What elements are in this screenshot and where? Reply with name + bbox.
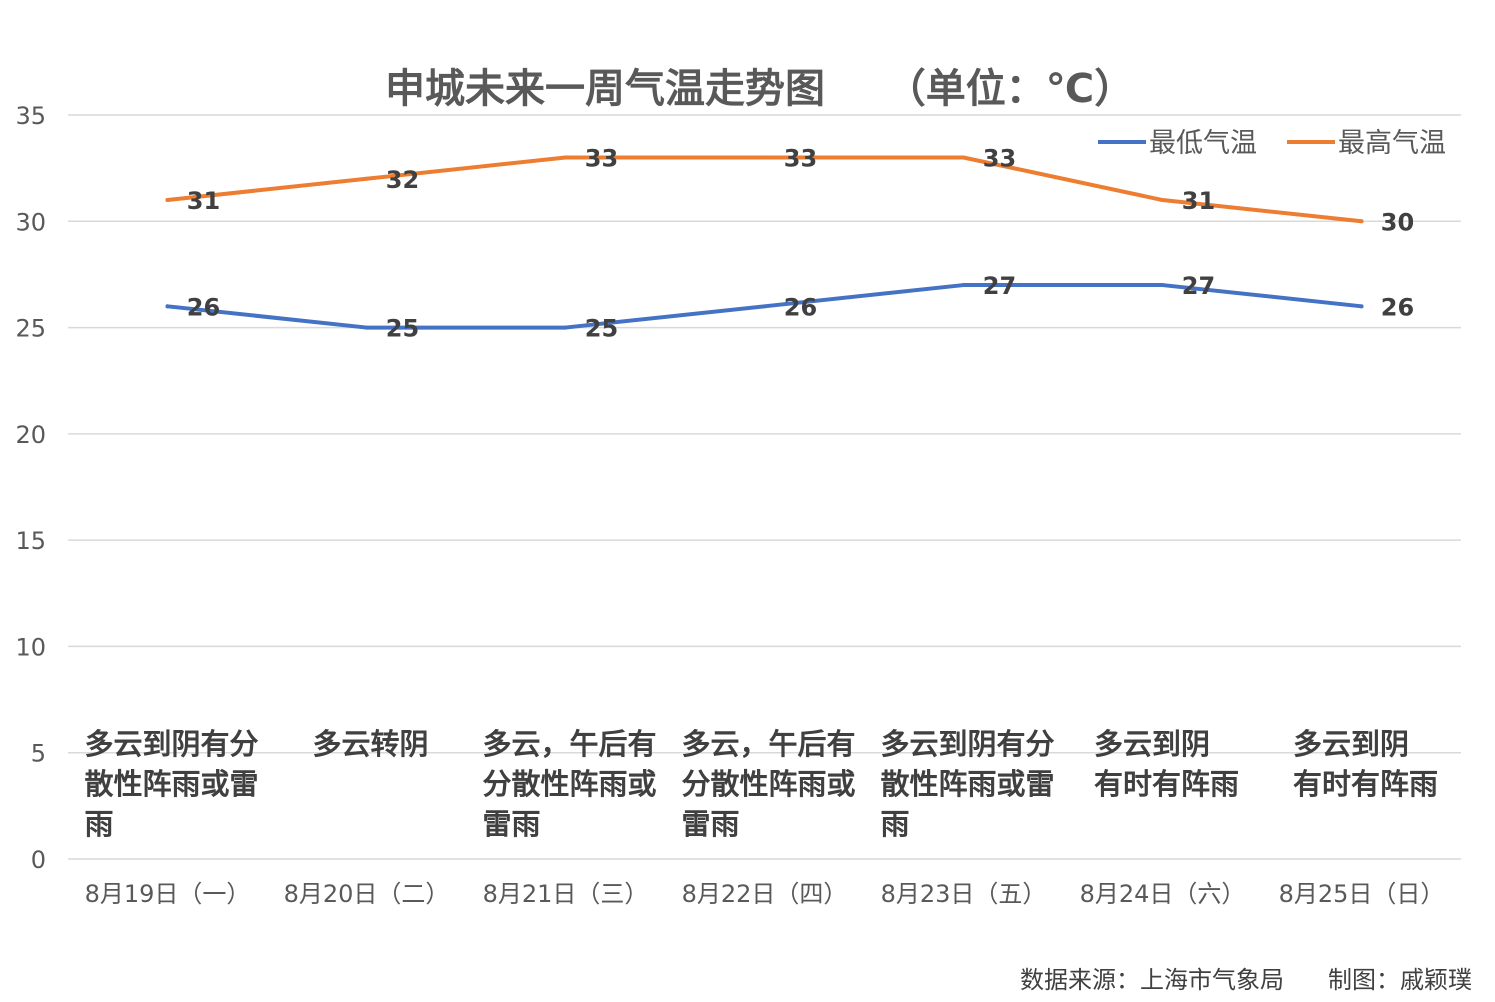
gridlines (68, 114, 1461, 860)
y-tick-label: 25 (15, 315, 46, 343)
data-label: 33 (983, 145, 1016, 173)
y-axis-ticks: 0 5 10 15 20 25 30 35 (15, 102, 46, 874)
x-tick-label: 8月20日（二） (284, 880, 450, 908)
data-point (762, 155, 767, 160)
data-point (1160, 283, 1165, 288)
data-label: 32 (386, 166, 419, 194)
legend-label-max: 最高气温 (1338, 128, 1446, 159)
data-label: 26 (784, 293, 817, 321)
x-tick-label: 8月25日（日） (1279, 880, 1445, 908)
data-label: 27 (1182, 272, 1215, 300)
weather-note: 雷雨 (483, 807, 541, 841)
weather-note: 多云，午后有 (483, 727, 657, 761)
x-tick-label: 8月22日（四） (682, 880, 848, 908)
chart-title-unit: （单位：℃） (886, 66, 1134, 112)
weather-note: 多云到阴有分 (881, 727, 1055, 761)
y-tick-label: 30 (15, 208, 46, 236)
data-point (165, 304, 170, 309)
weather-note: 多云，午后有 (682, 727, 856, 761)
data-point (165, 198, 170, 203)
x-tick-label: 8月19日（一） (85, 880, 251, 908)
weather-note: 雨 (881, 807, 910, 841)
chart-title: 申城未来一周气温走势图 (385, 66, 825, 112)
data-label: 25 (386, 315, 419, 343)
weather-note: 多云到阴 (1094, 727, 1210, 761)
weather-note: 多云转阴 (313, 727, 429, 761)
x-tick-label: 8月24日（六） (1080, 880, 1246, 908)
weather-note: 多云到阴 (1293, 727, 1409, 761)
data-point (563, 325, 568, 330)
weather-note: 散性阵雨或雷 (85, 767, 259, 801)
data-label: 30 (1381, 208, 1414, 236)
weather-note: 雨 (85, 807, 114, 841)
data-source: 数据来源：上海市气象局 (1020, 966, 1284, 994)
data-label: 26 (187, 293, 220, 321)
data-point (1160, 198, 1165, 203)
data-label: 33 (585, 145, 618, 173)
data-point (961, 155, 966, 160)
x-tick-label: 8月21日（三） (483, 880, 649, 908)
data-label: 31 (187, 187, 220, 215)
legend: 最低气温 最高气温 (1098, 128, 1446, 159)
y-tick-label: 15 (15, 527, 46, 555)
y-tick-label: 10 (15, 633, 46, 661)
weather-note: 雷雨 (682, 807, 740, 841)
data-label: 26 (1381, 293, 1414, 321)
data-point (1359, 219, 1364, 224)
data-point (961, 283, 966, 288)
data-label: 25 (585, 315, 618, 343)
data-point (762, 304, 767, 309)
legend-label-min: 最低气温 (1149, 128, 1257, 159)
x-axis-ticks: 8月19日（一） 8月20日（二） 8月21日（三） 8月22日（四） 8月23日（五）… (85, 880, 1445, 908)
y-tick-label: 5 (31, 740, 46, 768)
weather-note: 多云到阴有分 (85, 727, 259, 761)
chart-credit: 制图：戚颖璞 (1328, 966, 1472, 994)
data-label: 27 (983, 272, 1016, 300)
weather-note: 散性阵雨或雷 (881, 767, 1055, 801)
y-tick-label: 20 (15, 421, 46, 449)
data-label: 33 (784, 145, 817, 173)
weather-note: 有时有阵雨 (1094, 767, 1239, 801)
data-labels: 26 25 25 26 27 27 26 31 32 33 33 33 31 30 (187, 145, 1414, 343)
weather-note: 有时有阵雨 (1293, 767, 1438, 801)
y-tick-label: 0 (31, 846, 46, 874)
data-point (364, 176, 369, 181)
weather-note: 分散性阵雨或 (483, 767, 657, 801)
data-point (1359, 304, 1364, 309)
weather-note: 分散性阵雨或 (682, 767, 856, 801)
y-tick-label: 35 (15, 102, 46, 130)
x-tick-label: 8月23日（五） (881, 880, 1047, 908)
series-lines (165, 155, 1364, 330)
data-label: 31 (1182, 187, 1215, 215)
data-point (364, 325, 369, 330)
data-point (563, 155, 568, 160)
